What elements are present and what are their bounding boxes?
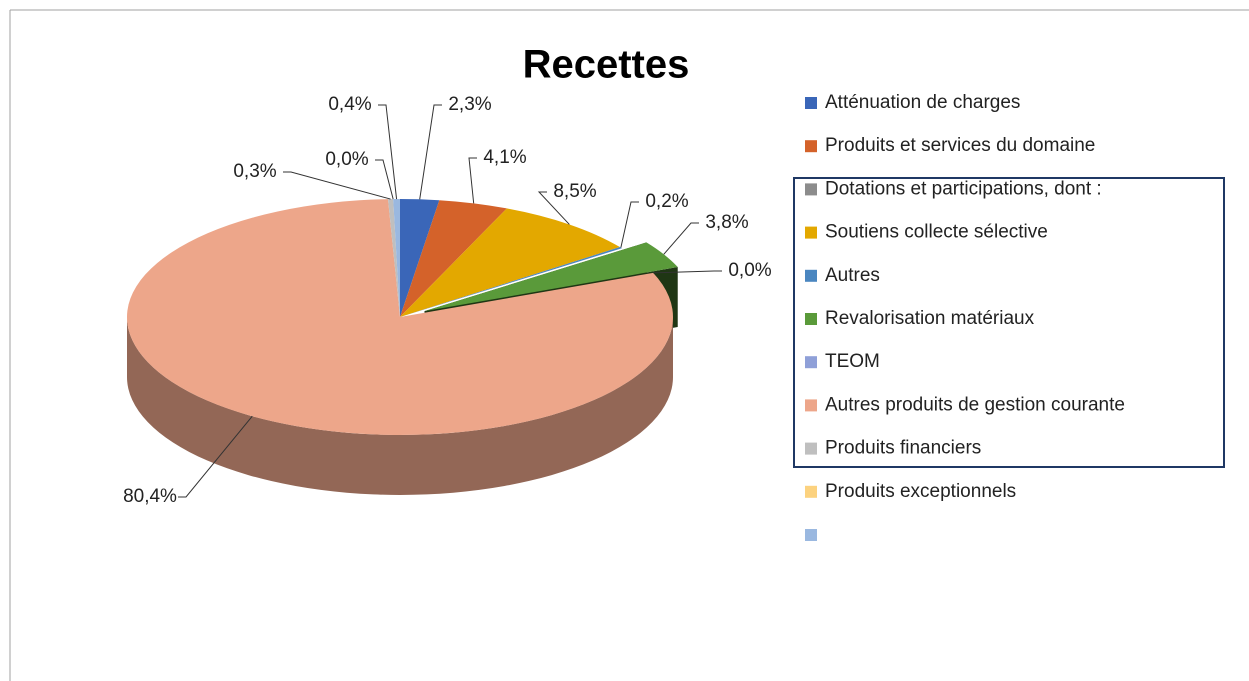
legend-label: Atténuation de charges xyxy=(825,92,1020,113)
legend-swatch xyxy=(805,183,817,196)
leader-line xyxy=(178,415,253,498)
legend-label: Autres produits de gestion courante xyxy=(825,394,1125,415)
legend-swatch xyxy=(805,485,817,498)
legend-label: Revalorisation matériaux xyxy=(825,308,1035,329)
leader-line xyxy=(419,104,442,200)
legend-label: Soutiens collecte sélective xyxy=(825,222,1048,243)
leader-line xyxy=(653,270,722,274)
slice xyxy=(387,199,400,317)
leader-line xyxy=(537,191,570,225)
legend-label: Produits exceptionnels xyxy=(825,481,1016,502)
legend-selection-box xyxy=(793,177,1225,468)
data-label: 0,0% xyxy=(728,260,771,281)
legend-swatch xyxy=(805,313,817,325)
legend-swatch xyxy=(805,529,817,541)
slice xyxy=(400,200,507,317)
slice xyxy=(393,199,400,317)
data-label: 3,8% xyxy=(705,212,748,233)
legend-swatch xyxy=(805,269,817,282)
pie-tops xyxy=(127,199,678,436)
leader-line xyxy=(283,171,391,200)
data-label: 8,5% xyxy=(553,181,596,202)
legend-label: Dotations et participations, dont : xyxy=(825,178,1102,199)
slice xyxy=(400,247,622,317)
legend-swatch xyxy=(805,226,817,239)
data-label: 80,4% xyxy=(123,486,177,507)
leader-line xyxy=(375,159,394,200)
legend-label: Produits financiers xyxy=(825,438,981,459)
legend-label: Produits et services du domaine xyxy=(825,135,1095,156)
data-label: 0,0% xyxy=(325,149,368,170)
legend-swatch xyxy=(805,399,817,412)
legend-swatch xyxy=(805,140,817,153)
slice xyxy=(400,208,620,317)
data-label: 0,2% xyxy=(645,191,688,212)
slice-side xyxy=(127,317,673,495)
legend-label: Autres xyxy=(825,265,880,286)
leader-line xyxy=(468,157,477,204)
data-label: 0,4% xyxy=(328,94,371,115)
leader-line xyxy=(378,104,398,200)
leader-line xyxy=(620,201,639,248)
leader-line xyxy=(663,222,699,255)
slice xyxy=(424,242,678,312)
legend-label: TEOM xyxy=(825,351,880,372)
chart-title: Recettes xyxy=(523,43,690,87)
data-label: 0,3% xyxy=(233,161,276,182)
slice xyxy=(400,199,440,317)
slice xyxy=(127,199,673,436)
legend-swatch xyxy=(805,356,817,369)
legend-swatch xyxy=(805,97,817,109)
data-label: 2,3% xyxy=(448,94,491,115)
legend-swatch xyxy=(805,442,817,455)
data-label: 4,1% xyxy=(483,147,526,168)
